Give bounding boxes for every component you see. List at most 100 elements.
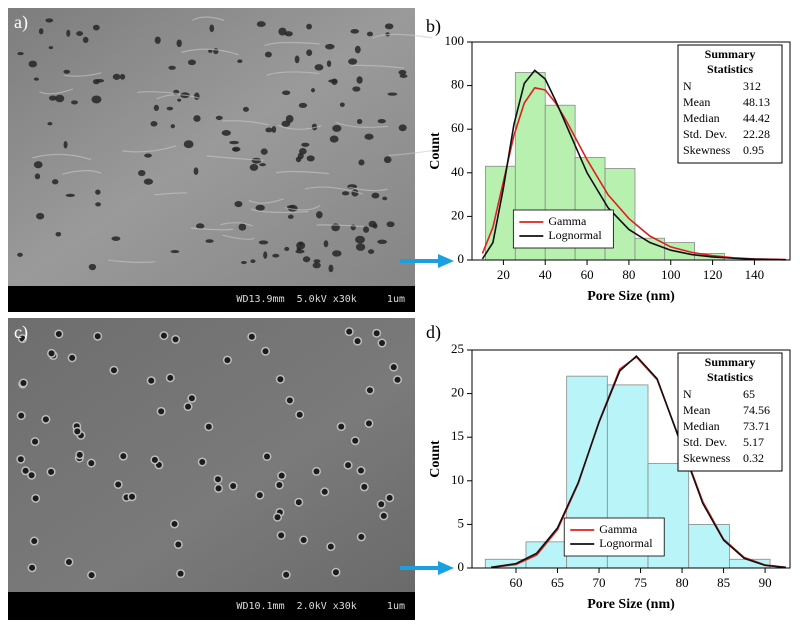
pore bbox=[38, 28, 44, 35]
x-tick-label: 20 bbox=[497, 267, 510, 282]
pore bbox=[92, 24, 100, 31]
legend-box bbox=[563, 517, 665, 557]
pore bbox=[386, 494, 393, 501]
ridge bbox=[64, 72, 102, 77]
pore bbox=[314, 64, 324, 71]
pore bbox=[95, 189, 101, 195]
x-tick-label: 80 bbox=[676, 575, 689, 590]
pore bbox=[151, 456, 158, 463]
pore bbox=[356, 76, 363, 84]
pore bbox=[55, 232, 62, 237]
pore bbox=[234, 200, 243, 208]
pore bbox=[31, 538, 38, 545]
pore bbox=[394, 376, 401, 383]
summary-value: 65 bbox=[743, 387, 755, 401]
pore bbox=[111, 236, 121, 241]
pore bbox=[265, 127, 273, 133]
pore bbox=[88, 460, 95, 467]
pore bbox=[366, 31, 374, 37]
pore bbox=[355, 243, 366, 251]
pore bbox=[36, 212, 45, 220]
ridge bbox=[137, 91, 181, 95]
panel-label: d) bbox=[426, 322, 441, 343]
x-tick-label: 60 bbox=[510, 575, 523, 590]
pore bbox=[386, 221, 395, 228]
pore bbox=[63, 69, 71, 74]
ridge bbox=[39, 88, 74, 95]
pore bbox=[306, 23, 312, 30]
pore bbox=[306, 49, 313, 56]
x-tick-label: 75 bbox=[634, 575, 647, 590]
ridge bbox=[349, 186, 388, 192]
pore bbox=[263, 251, 268, 259]
y-tick-label: 40 bbox=[451, 164, 464, 179]
ridge bbox=[32, 153, 92, 161]
pore bbox=[94, 333, 101, 340]
pore bbox=[287, 214, 294, 219]
y-axis-label: Count bbox=[428, 440, 443, 478]
legend-label: Lognormal bbox=[599, 536, 653, 550]
pointer-arrow bbox=[400, 254, 454, 268]
pore bbox=[321, 488, 328, 495]
plot-frame bbox=[471, 41, 791, 261]
pore bbox=[278, 532, 285, 539]
pore bbox=[256, 492, 263, 499]
pointer-arrow bbox=[400, 561, 454, 575]
pore bbox=[71, 100, 78, 105]
pore bbox=[195, 223, 205, 229]
pore bbox=[65, 558, 72, 565]
pore bbox=[238, 223, 247, 231]
info-bar bbox=[8, 286, 415, 312]
pore bbox=[398, 124, 407, 132]
info-text: WD10.1mm 2.0kV x30k 1um bbox=[236, 601, 405, 612]
ridge bbox=[250, 208, 309, 214]
pore bbox=[328, 79, 338, 83]
y-tick-label: 100 bbox=[445, 33, 465, 48]
pore bbox=[28, 60, 38, 68]
pore bbox=[183, 140, 194, 149]
pore bbox=[248, 333, 255, 340]
summary-name: Mean bbox=[683, 95, 710, 109]
pore bbox=[339, 102, 345, 107]
sem-image: WD10.1mm 2.0kV x30k 1um bbox=[8, 318, 415, 620]
pore bbox=[295, 249, 305, 254]
y-tick-label: 60 bbox=[451, 120, 464, 135]
pore bbox=[332, 250, 342, 257]
pore bbox=[316, 211, 323, 219]
pore bbox=[358, 467, 365, 474]
ridge bbox=[108, 259, 156, 263]
pore bbox=[378, 501, 385, 508]
ridge bbox=[304, 186, 364, 195]
pore bbox=[22, 467, 29, 474]
summary-name: Skewness bbox=[683, 451, 731, 465]
pore bbox=[120, 453, 127, 460]
pore bbox=[278, 27, 287, 36]
pore bbox=[284, 31, 293, 37]
panel-label: b) bbox=[426, 16, 441, 37]
pore bbox=[224, 357, 231, 364]
summary-title: Statistics bbox=[707, 62, 753, 76]
pore bbox=[355, 235, 365, 244]
summary-value: 74.56 bbox=[743, 403, 770, 417]
ridge bbox=[350, 64, 405, 69]
pore bbox=[95, 202, 101, 207]
pore bbox=[325, 43, 335, 50]
pore bbox=[177, 98, 182, 102]
y-tick-label: 25 bbox=[451, 341, 464, 356]
pore bbox=[160, 332, 167, 339]
pore bbox=[138, 169, 146, 177]
ridge bbox=[206, 155, 264, 161]
pore bbox=[323, 240, 329, 248]
pore bbox=[327, 543, 334, 550]
summary-name: Mean bbox=[683, 403, 710, 417]
pore bbox=[29, 564, 36, 571]
pore bbox=[368, 249, 375, 254]
pore bbox=[262, 348, 269, 355]
pore bbox=[350, 29, 360, 34]
pore bbox=[187, 59, 196, 66]
pore bbox=[259, 163, 266, 167]
pore bbox=[209, 24, 215, 33]
pore bbox=[215, 485, 222, 492]
pore bbox=[277, 376, 284, 383]
pore bbox=[285, 115, 294, 123]
